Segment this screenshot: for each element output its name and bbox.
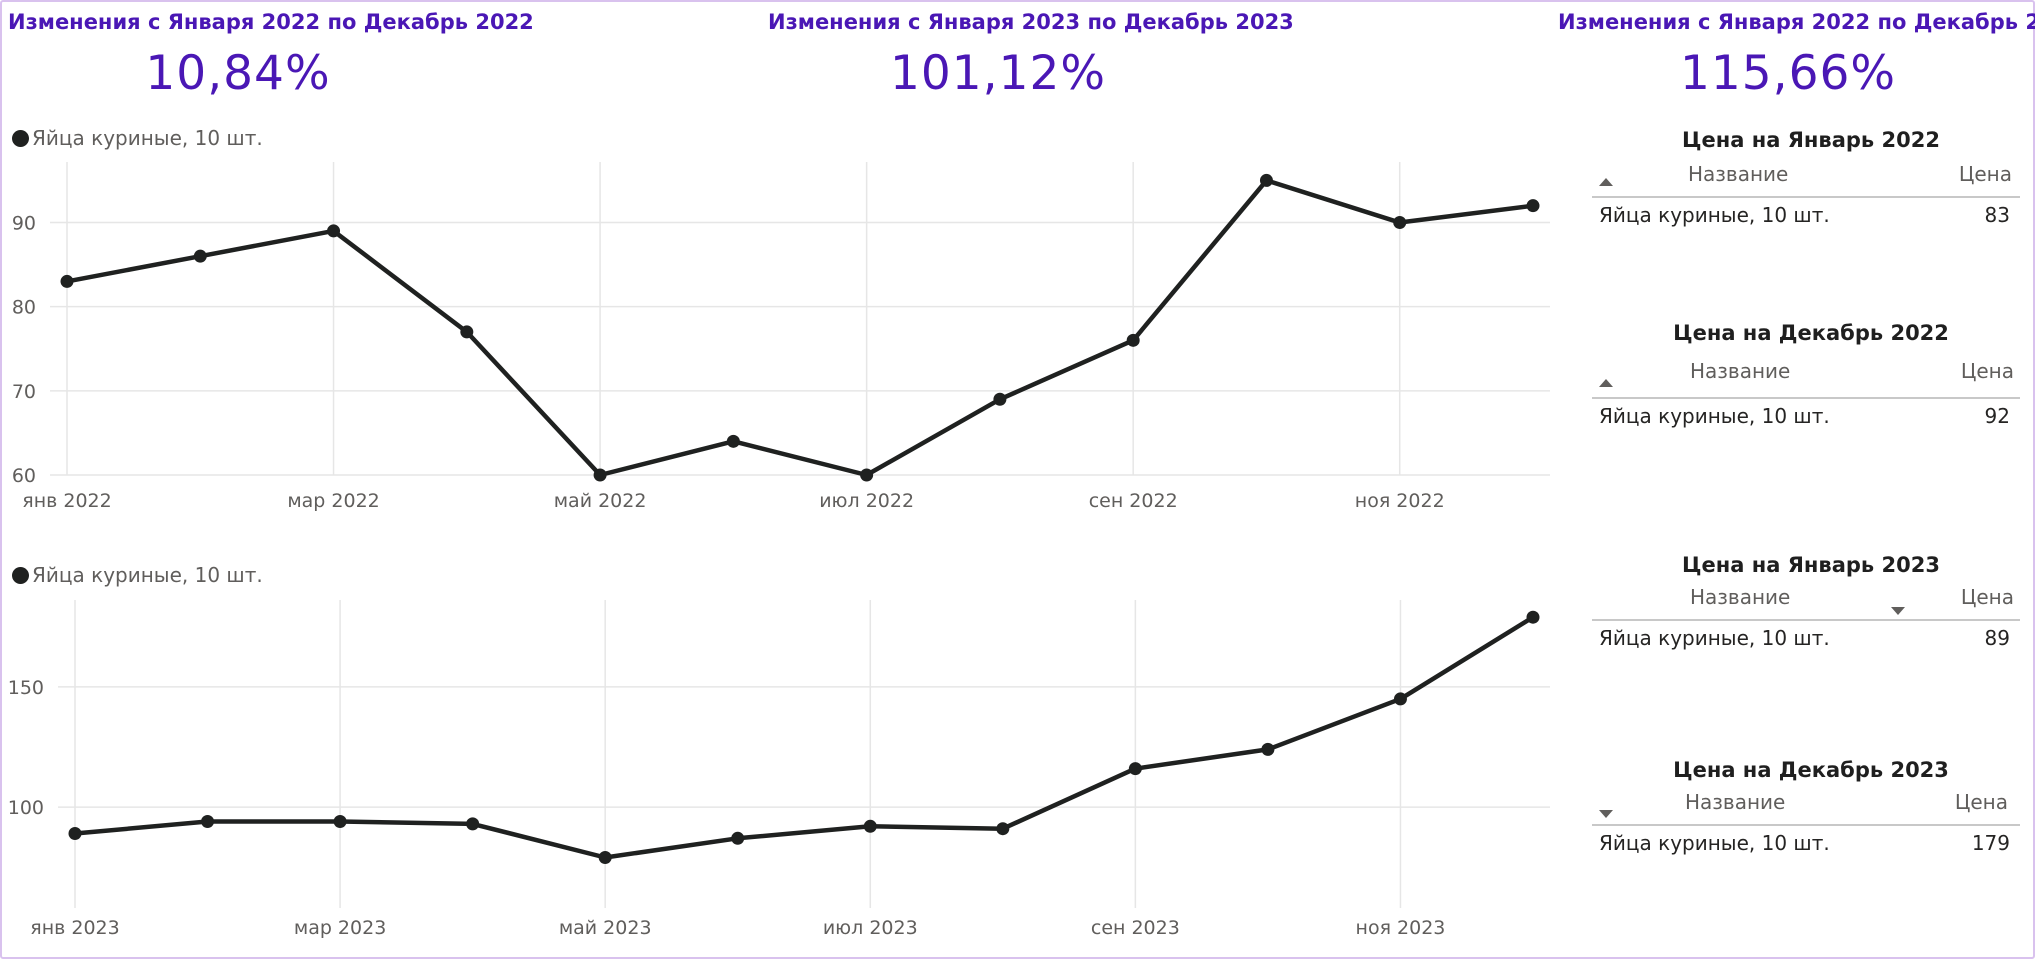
data-point[interactable] [1526, 199, 1540, 213]
sort-desc-icon[interactable] [1891, 607, 1905, 615]
x-tick-label: янв 2023 [30, 917, 119, 939]
data-point[interactable] [1126, 333, 1140, 347]
data-point[interactable] [201, 814, 215, 828]
series-line [64, 178, 1536, 478]
data-point[interactable] [1526, 610, 1540, 624]
sort-asc-icon[interactable] [1599, 379, 1613, 387]
table-title: Цена на Декабрь 2023 [1673, 758, 1949, 782]
data-point[interactable] [333, 814, 347, 828]
data-point[interactable] [593, 468, 607, 482]
data-point[interactable] [60, 274, 74, 288]
data-point[interactable] [1261, 742, 1275, 756]
kpi-title: Изменения с Января 2022 по Декабрь 2023 [1558, 10, 2035, 34]
data-point[interactable] [993, 392, 1007, 406]
cell-price: 89 [1984, 626, 2010, 650]
data-point[interactable] [1393, 692, 1407, 706]
kpi-card-2022-2023: Изменения с Января 2022 по Декабрь 2023 … [1558, 10, 2035, 101]
series-line [72, 614, 1536, 860]
chart-legend-2023[interactable]: Яйца куриные, 10 шт. [12, 563, 263, 587]
column-header-price[interactable]: Цена [1960, 585, 2014, 609]
cell-name: Яйца куриные, 10 шт. [1599, 404, 1830, 428]
sort-desc-icon[interactable] [1599, 810, 1613, 818]
chart-legend-2022[interactable]: Яйца куриные, 10 шт. [12, 126, 263, 150]
line-chart-2023[interactable]: янв 2023 мар 2023 май 2023 июл 2023 сен 2023… [0, 590, 1560, 950]
x-tick-label: ноя 2023 [1356, 917, 1446, 939]
legend-marker-icon [12, 129, 29, 147]
x-tick-label: мар 2022 [287, 490, 379, 512]
price-table-dec-2022: Цена на Декабрь 2022 Название Цена Яйца … [1592, 321, 2020, 435]
y-tick-label: 150 [8, 677, 44, 699]
legend-label: Яйца куриные, 10 шт. [32, 563, 263, 587]
data-point[interactable] [460, 325, 474, 339]
column-header-name[interactable]: Название [1690, 585, 1791, 609]
cell-name: Яйца куриные, 10 шт. [1599, 626, 1830, 650]
cell-price: 83 [1984, 203, 2010, 227]
column-header-price[interactable]: Цена [1954, 790, 2008, 814]
data-point[interactable] [68, 827, 82, 840]
x-tick-label: мар 2023 [294, 917, 386, 939]
column-header-price[interactable]: Цена [1960, 359, 2014, 383]
column-header-name[interactable]: Название [1690, 359, 1791, 383]
y-tick-label: 90 [12, 213, 36, 235]
x-tick-label: май 2022 [554, 490, 647, 512]
data-point[interactable] [1393, 216, 1407, 229]
y-tick-label: 100 [8, 797, 44, 819]
kpi-title: Изменения с Января 2022 по Декабрь 2022 [8, 10, 534, 34]
data-point[interactable] [860, 468, 874, 482]
kpi-title: Изменения с Января 2023 по Декабрь 2023 [768, 10, 1294, 34]
data-point[interactable] [1128, 762, 1142, 776]
table-header: Название Цена [1592, 782, 2020, 826]
x-tick-label: янв 2022 [22, 490, 111, 512]
table-header: Название Цена [1592, 152, 2020, 198]
data-point[interactable] [863, 819, 877, 833]
y-tick-label: 70 [12, 381, 36, 403]
data-point[interactable] [598, 851, 612, 865]
table-row[interactable]: Яйца куриные, 10 шт. 92 [1592, 399, 2020, 435]
table-title: Цена на Декабрь 2022 [1673, 321, 1949, 345]
kpi-card-2023: Изменения с Января 2023 по Декабрь 2023 … [768, 10, 1294, 101]
kpi-value: 115,66% [1679, 46, 1897, 101]
cell-price: 92 [1984, 404, 2010, 428]
line-chart-2022[interactable]: янв 2022 мар 2022 май 2022 июл 2022 сен 2022… [0, 150, 1560, 520]
legend-marker-icon [12, 566, 29, 584]
y-tick-label: 60 [12, 465, 36, 487]
x-tick-label: июл 2022 [819, 490, 914, 512]
x-tick-label: сен 2023 [1091, 917, 1180, 939]
x-tick-label: июл 2023 [823, 917, 918, 939]
data-point[interactable] [327, 224, 341, 238]
kpi-value: 101,12% [889, 46, 1107, 101]
data-point[interactable] [996, 822, 1010, 836]
table-header: Название Цена [1592, 345, 2020, 399]
cell-price: 179 [1971, 831, 2010, 855]
legend-label: Яйца куриные, 10 шт. [32, 126, 263, 150]
price-table-jan-2023: Цена на Январь 2023 Название Цена Яйца к… [1592, 553, 2020, 657]
table-title: Цена на Январь 2023 [1682, 553, 1940, 577]
data-point[interactable] [193, 249, 207, 263]
column-header-price[interactable]: Цена [1958, 162, 2012, 186]
cell-name: Яйца куриные, 10 шт. [1599, 831, 1830, 855]
table-row[interactable]: Яйца куриные, 10 шт. 179 [1592, 826, 2020, 862]
sort-asc-icon[interactable] [1599, 178, 1613, 186]
table-row[interactable]: Яйца куриные, 10 шт. 83 [1592, 198, 2020, 234]
data-point[interactable] [726, 434, 740, 448]
kpi-card-2022: Изменения с Января 2022 по Декабрь 2022 … [8, 10, 534, 101]
column-header-name[interactable]: Название [1688, 162, 1789, 186]
price-table-dec-2023: Цена на Декабрь 2023 Название Цена Яйца … [1592, 758, 2020, 862]
table-row[interactable]: Яйца куриные, 10 шт. 89 [1592, 621, 2020, 657]
kpi-value: 10,84% [145, 46, 331, 101]
x-tick-label: май 2023 [559, 917, 652, 939]
table-header: Название Цена [1592, 577, 2020, 621]
data-point[interactable] [466, 817, 480, 831]
column-header-name[interactable]: Название [1685, 790, 1786, 814]
cell-name: Яйца куриные, 10 шт. [1599, 203, 1830, 227]
data-point[interactable] [731, 831, 745, 845]
table-title: Цена на Январь 2022 [1682, 128, 1940, 152]
price-table-jan-2022: Цена на Январь 2022 Название Цена Яйца к… [1592, 128, 2020, 234]
y-tick-label: 80 [12, 297, 36, 319]
data-point[interactable] [1259, 173, 1273, 187]
x-tick-label: ноя 2022 [1355, 490, 1445, 512]
x-tick-label: сен 2022 [1089, 490, 1178, 512]
